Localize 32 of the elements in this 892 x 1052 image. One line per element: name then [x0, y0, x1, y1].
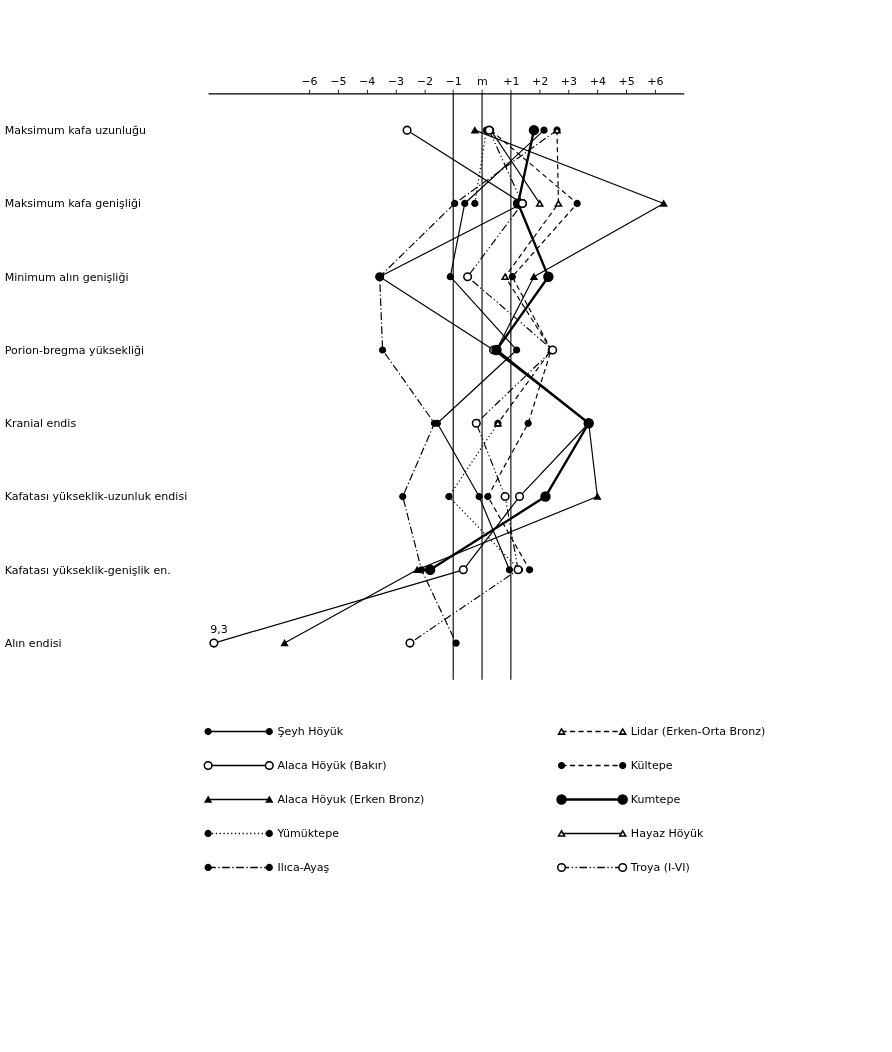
legend-label: Kültepe [630, 758, 673, 772]
x-tick-label: −4 [359, 75, 376, 89]
x-tick-label: −3 [387, 75, 405, 89]
legend-label: Lidar (Erken-Orta Bronz) [630, 724, 766, 738]
legend-label: Troya (I-VI) [629, 860, 690, 874]
x-tick-label: +2 [532, 75, 549, 89]
legend-label: Alaca Höyük (Bakır) [277, 758, 387, 772]
y-tick-label: Minimum alın genişliği [4, 270, 129, 284]
legend-label: Ilıca-Ayaş [277, 860, 330, 874]
x-tick-label: +6 [647, 75, 664, 89]
x-tick-label: −6 [301, 75, 318, 89]
legend-label: Şeyh Höyük [277, 724, 344, 738]
x-tick-label: +3 [560, 75, 578, 89]
y-tick-label: Porion-bregma yüksekliği [4, 343, 145, 357]
legend-label: Hayaz Höyük [630, 826, 705, 840]
x-tick-label: +1 [503, 75, 520, 89]
annotation: 9,3 [210, 622, 228, 636]
legend-label: Kumtepe [630, 792, 681, 806]
y-tick-label: Alın endisi [4, 636, 62, 650]
y-tick-label: Kafatası yükseklik-uzunluk endisi [4, 490, 188, 504]
y-tick-label: Kafatası yükseklik-genişlik en. [4, 563, 171, 577]
legend-label: Yümüktepe [276, 826, 340, 840]
x-tick-label: +4 [589, 75, 606, 89]
y-tick-label: Maksimum kafa genişliği [4, 197, 142, 211]
x-tick-label: +5 [618, 75, 635, 89]
y-tick-label: Kranial endis [4, 417, 77, 431]
legend-label: Alaca Höyuk (Erken Bronz) [277, 792, 425, 806]
x-tick-label: −5 [330, 75, 347, 89]
x-tick-label: m [477, 75, 488, 89]
x-tick-label: −2 [416, 75, 433, 89]
x-tick-label: −1 [445, 75, 462, 89]
y-tick-label: Maksimum kafa uzunluğu [4, 124, 147, 137]
